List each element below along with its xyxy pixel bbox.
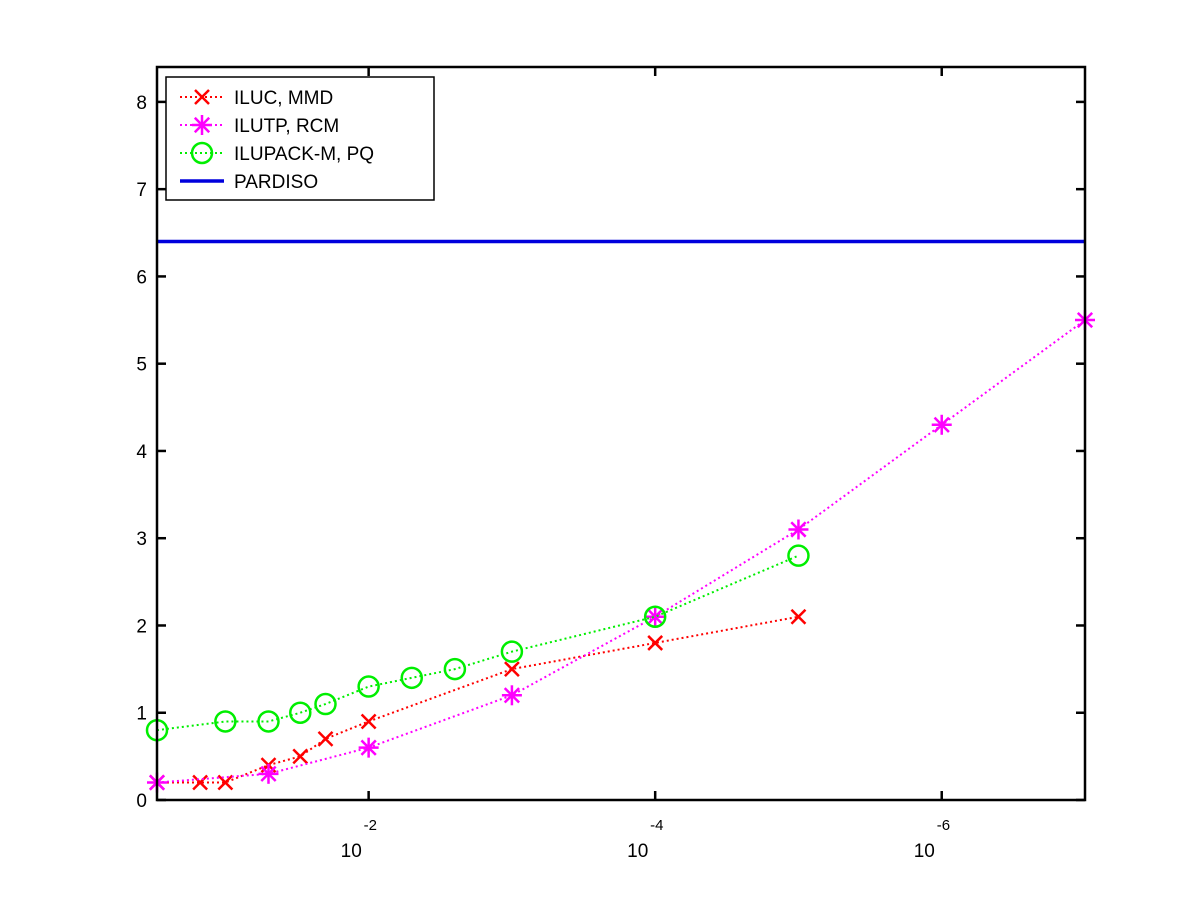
series-2-point: [931, 414, 952, 435]
series-3-point: [357, 675, 380, 698]
x-tick-label: 10-6: [914, 817, 950, 862]
series-2-point: [358, 737, 379, 758]
x-tick-label-exponent: -2: [364, 817, 377, 834]
legend-item: ILUC, MMD: [180, 88, 333, 109]
x-tick-label: 10-4: [627, 817, 663, 862]
series-3-point: [314, 692, 337, 716]
plot-frame: [155, 65, 1087, 802]
legend-label: PARDISO: [234, 172, 318, 193]
series-3-point: [643, 605, 667, 628]
series-1-line: [157, 615, 799, 784]
x-tick-label-exponent: -6: [937, 817, 950, 834]
series-2-point: [258, 763, 279, 784]
series-3-point: [400, 666, 424, 690]
legend-item: PARDISO: [180, 172, 318, 193]
series-1-point: [790, 608, 807, 625]
series-3-point: [257, 710, 280, 733]
y-tick-label: 8: [136, 93, 147, 114]
x-tick-label: 10-2: [341, 817, 377, 862]
y-tick-label: 3: [136, 529, 147, 550]
series-1-point: [217, 774, 234, 791]
legend-marker: [190, 141, 214, 165]
legend-label: ILUPACK-M, PQ: [234, 144, 374, 165]
y-tick-label: 4: [136, 442, 147, 463]
series-2-point: [501, 685, 522, 706]
series-3-point: [214, 710, 237, 733]
series-1-point: [360, 713, 377, 730]
series-1-point: [317, 731, 334, 747]
legend: ILUC, MMD ILUTP, RCM ILUPACK-M, PQ PARDISO: [165, 76, 435, 201]
series-3-point: [787, 544, 810, 567]
y-tick-label: 0: [136, 791, 147, 812]
series-3-line: [156, 554, 799, 732]
y-tick-label: 1: [136, 704, 147, 725]
legend-marker: [192, 115, 212, 135]
legend-marker: [194, 89, 210, 105]
legend-item: ILUTP, RCM: [180, 115, 339, 137]
series-2-line: [156, 319, 1086, 784]
series-2-point: [645, 606, 666, 627]
series-1-point: [192, 774, 209, 791]
series-3-point: [500, 640, 524, 663]
x-tick-label-base: 10: [914, 841, 935, 862]
legend-label: ILUTP, RCM: [234, 116, 339, 137]
series-1-point: [504, 661, 520, 677]
y-tick-label: 7: [136, 180, 147, 201]
y-tick-label: 6: [136, 267, 147, 288]
x-tick-label-exponent: -4: [650, 817, 663, 834]
legend-label: ILUC, MMD: [234, 88, 333, 109]
y-tick-label: 2: [136, 616, 147, 637]
x-tick-label-base: 10: [627, 841, 648, 862]
x-tick-label-base: 10: [341, 841, 362, 862]
series-3-point: [289, 701, 312, 724]
series-1-point: [647, 635, 664, 651]
series-2-point: [788, 519, 809, 540]
y-tick-label: 5: [136, 355, 147, 376]
legend-item: ILUPACK-M, PQ: [180, 141, 374, 165]
series-3-point: [443, 657, 467, 681]
series-1-point: [292, 748, 309, 765]
